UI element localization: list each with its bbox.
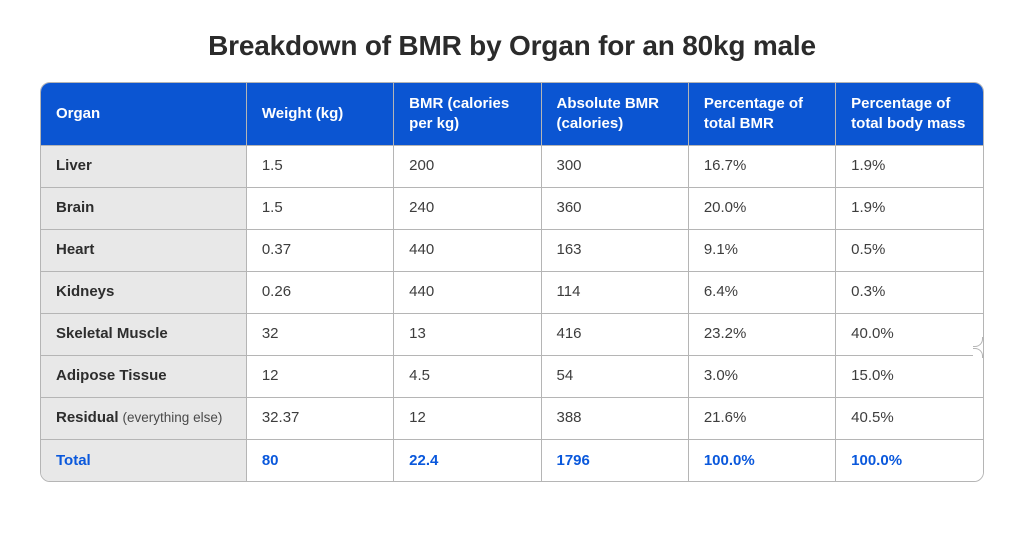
cell-bmr-per-kg: 440 bbox=[393, 271, 542, 314]
col-header-weight: Weight (kg) bbox=[246, 83, 395, 146]
col-header-pct-body-mass: Percentage of total body mass bbox=[835, 83, 983, 146]
cell-bmr-per-kg: 200 bbox=[393, 145, 542, 188]
organ-label: Liver bbox=[56, 157, 92, 175]
cell-weight: 12 bbox=[246, 355, 395, 398]
organ-note: (everything else) bbox=[122, 410, 223, 426]
cell-weight: 32 bbox=[246, 313, 395, 356]
table-row-total: Total 80 22.4 1796 100.0% 100.0% bbox=[41, 439, 983, 481]
col-header-absolute-bmr: Absolute BMR (calories) bbox=[541, 83, 689, 146]
table-row-brain: Brain 1.5 240 360 20.0% 1.9% bbox=[41, 187, 983, 230]
cell-absolute-bmr: 114 bbox=[541, 271, 689, 314]
organ-label: Skeletal Muscle bbox=[56, 325, 168, 343]
table-row-liver: Liver 1.5 200 300 16.7% 1.9% bbox=[41, 145, 983, 188]
cell-weight: 0.26 bbox=[246, 271, 395, 314]
cell-pct-body-mass: 0.3% bbox=[835, 271, 983, 314]
cell-pct-total-bmr: 23.2% bbox=[688, 313, 837, 356]
organ-label: Adipose Tissue bbox=[56, 367, 167, 385]
table-row-residual: Residual (everything else) 32.37 12 388 2… bbox=[41, 397, 983, 440]
bmr-table-container: Organ Weight (kg) BMR (calories per kg) … bbox=[40, 82, 984, 482]
cell-pct-total-bmr: 3.0% bbox=[688, 355, 837, 398]
cell-pct-total-bmr: 20.0% bbox=[688, 187, 837, 230]
cell-organ: Heart bbox=[41, 229, 247, 272]
cell-absolute-bmr: 360 bbox=[541, 187, 689, 230]
cell-bmr-per-kg: 240 bbox=[393, 187, 542, 230]
table-row-heart: Heart 0.37 440 163 9.1% 0.5% bbox=[41, 229, 983, 272]
cell-pct-total-bmr: 6.4% bbox=[688, 271, 837, 314]
cell-weight-total: 80 bbox=[246, 439, 395, 481]
cell-organ: Residual (everything else) bbox=[41, 397, 247, 440]
cell-absolute-bmr: 388 bbox=[541, 397, 689, 440]
cell-absolute-bmr: 54 bbox=[541, 355, 689, 398]
cell-pct-total-bmr: 21.6% bbox=[688, 397, 837, 440]
cell-pct-body-mass: 0.5% bbox=[835, 229, 983, 272]
organ-label: Heart bbox=[56, 241, 95, 259]
cell-weight: 1.5 bbox=[246, 145, 395, 188]
cell-absolute-bmr: 163 bbox=[541, 229, 689, 272]
cell-bmr-per-kg: 440 bbox=[393, 229, 542, 272]
col-header-bmr-per-kg: BMR (calories per kg) bbox=[393, 83, 542, 146]
cell-pct-body-mass: 15.0% bbox=[835, 355, 983, 398]
table-row-kidneys: Kidneys 0.26 440 114 6.4% 0.3% bbox=[41, 271, 983, 314]
cell-weight: 1.5 bbox=[246, 187, 395, 230]
cell-absolute-bmr: 300 bbox=[541, 145, 689, 188]
cell-organ: Kidneys bbox=[41, 271, 247, 314]
organ-label: Brain bbox=[56, 199, 95, 217]
cell-pct-body-mass: 1.9% bbox=[835, 145, 983, 188]
cell-pct-body-mass: 40.5% bbox=[835, 397, 983, 440]
total-label: Total bbox=[56, 451, 91, 469]
cell-absolute-bmr-total: 1796 bbox=[541, 439, 689, 481]
cell-bmr-per-kg: 4.5 bbox=[393, 355, 542, 398]
organ-label: Residual bbox=[56, 409, 119, 427]
cell-organ: Brain bbox=[41, 187, 247, 230]
cell-organ: Liver bbox=[41, 145, 247, 188]
cell-pct-total-bmr: 16.7% bbox=[688, 145, 837, 188]
organ-label: Kidneys bbox=[56, 283, 115, 301]
cell-pct-body-mass: 40.0% bbox=[835, 313, 983, 356]
cell-bmr-per-kg-total: 22.4 bbox=[393, 439, 542, 481]
header-row: Organ Weight (kg) BMR (calories per kg) … bbox=[41, 83, 983, 146]
cell-bmr-per-kg: 12 bbox=[393, 397, 542, 440]
cell-weight: 0.37 bbox=[246, 229, 395, 272]
bmr-table: Organ Weight (kg) BMR (calories per kg) … bbox=[41, 83, 983, 481]
table-row-adipose-tissue: Adipose Tissue 12 4.5 54 3.0% 15.0% bbox=[41, 355, 983, 398]
col-header-pct-total-bmr: Percentage of total BMR bbox=[688, 83, 837, 146]
page: Breakdown of BMR by Organ for an 80kg ma… bbox=[0, 30, 1024, 482]
cell-absolute-bmr: 416 bbox=[541, 313, 689, 356]
cell-pct-total-bmr-total: 100.0% bbox=[688, 439, 837, 481]
cell-bmr-per-kg: 13 bbox=[393, 313, 542, 356]
cell-pct-total-bmr: 9.1% bbox=[688, 229, 837, 272]
table-row-skeletal-muscle: Skeletal Muscle 32 13 416 23.2% 40.0% bbox=[41, 313, 983, 356]
cell-organ-total: Total bbox=[41, 439, 247, 481]
cell-organ: Adipose Tissue bbox=[41, 355, 247, 398]
cell-pct-body-mass: 1.9% bbox=[835, 187, 983, 230]
col-header-organ: Organ bbox=[41, 83, 247, 146]
cell-pct-body-mass-total: 100.0% bbox=[835, 439, 983, 481]
page-title: Breakdown of BMR by Organ for an 80kg ma… bbox=[208, 30, 816, 61]
cell-weight: 32.37 bbox=[246, 397, 395, 440]
cell-organ: Skeletal Muscle bbox=[41, 313, 247, 356]
